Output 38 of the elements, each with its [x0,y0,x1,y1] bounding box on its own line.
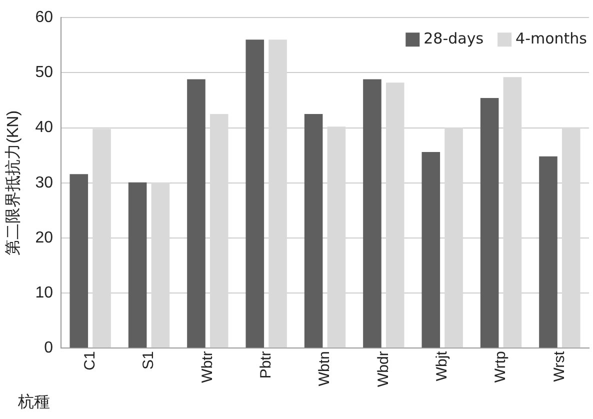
y-tick-label: 60 [35,9,54,26]
x-tick-label: Wbdr [374,351,392,388]
y-axis-title: 第二限界抵抗力(KN) [4,110,22,256]
bar [210,114,228,348]
y-tick-label: 10 [35,284,54,302]
x-tick-label: Pbtr [257,351,274,379]
x-tick-label: Wbtr [198,351,216,383]
bar [304,114,323,348]
y-tick-label: 20 [35,229,54,246]
x-axis-title: 杭種 [18,392,50,413]
bar [327,126,346,348]
bar [386,82,404,348]
y-tick-label: 40 [35,119,54,136]
bar [70,174,88,348]
bar [268,40,287,348]
y-tick-label: 30 [35,174,54,192]
bar [128,182,147,348]
bar [151,182,170,348]
x-tick-label: Wbtn [316,351,334,386]
x-tick-label: Wbjt [433,350,450,382]
x-tick-label: S1 [140,351,158,370]
bar [422,152,440,348]
y-tick-label: 50 [35,64,54,82]
bar [539,156,558,348]
y-tick-label: 0 [44,340,54,357]
bar [363,79,382,348]
legend-label: 4-months [516,29,588,48]
x-tick-label: C1 [81,351,98,370]
bar [562,127,580,348]
x-tick-label: Wrtp [492,351,510,383]
bar [503,77,522,348]
bar [92,128,111,348]
legend-label: 28-days [424,29,484,48]
bar [246,40,264,348]
bar [444,128,463,348]
bar [480,98,499,348]
x-tick-label: Wrst [550,350,568,382]
bar [187,79,206,348]
